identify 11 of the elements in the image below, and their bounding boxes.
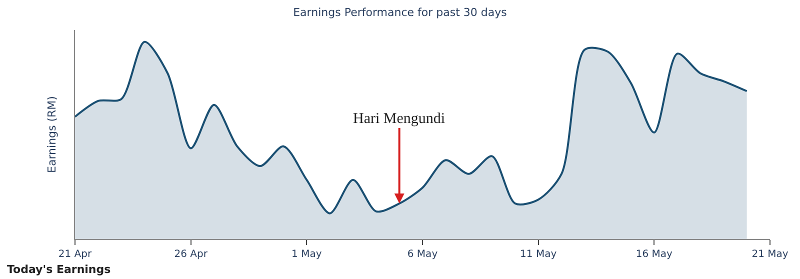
x-tick-label: 21 Apr: [58, 249, 92, 260]
x-tick-label: 6 May: [407, 249, 438, 260]
text: Today's Earnings: [7, 263, 112, 276]
chart-title: Earnings Performance for past 30 days: [293, 6, 508, 20]
x-tick-label: 21 May: [752, 249, 788, 260]
x-tick-label: 16 May: [636, 249, 673, 260]
y-axis-title: Earnings (RM): [46, 96, 59, 173]
x-tick-label: 11 May: [520, 249, 557, 260]
x-tick-label: 26 Apr: [174, 249, 208, 260]
x-tick-label: 1 May: [292, 249, 322, 260]
annotation: Hari Mengundi: [353, 111, 446, 127]
